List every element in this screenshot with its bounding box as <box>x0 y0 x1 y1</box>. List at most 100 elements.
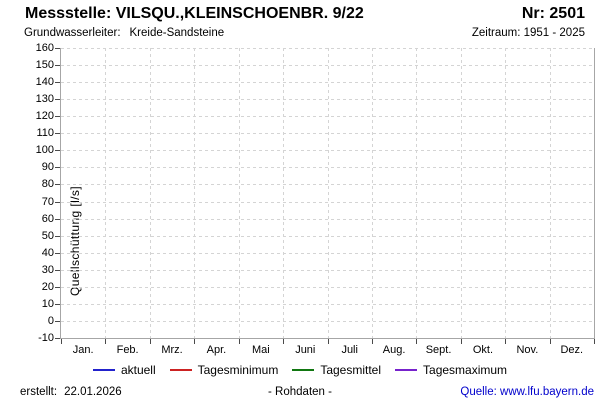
y-tick-label: 150 <box>35 59 54 72</box>
legend-line-swatch <box>169 369 192 371</box>
plot-area: Quellschüttung [l/s] 160 150 140 130 120 110 1… <box>36 42 595 356</box>
legend-line-swatch <box>292 369 315 371</box>
y-tick-label: 140 <box>35 76 54 89</box>
y-tick-label: 130 <box>35 93 54 106</box>
x-month-label: Apr. <box>206 344 227 356</box>
gridline-vertical <box>194 48 196 338</box>
x-axis-tick <box>194 339 196 344</box>
period-label: Zeitraum: 1951 - 2025 <box>471 27 585 39</box>
station-number: Nr: 2501 <box>521 5 585 22</box>
y-axis-tick <box>55 201 60 203</box>
y-tick-label: 70 <box>41 195 54 208</box>
legend-label: Tagesmittel <box>320 363 382 377</box>
y-axis-tick <box>55 167 60 169</box>
aquifer-value: Kreide-Sandsteine <box>129 27 225 39</box>
x-month-label: Dez. <box>560 344 584 356</box>
subheader-row: Grundwasserleiter: Kreide-Sandsteine Zei… <box>24 26 585 40</box>
legend-item: aktuell <box>92 363 156 377</box>
y-tick-label: 80 <box>41 178 54 191</box>
gridline-vertical <box>327 48 329 338</box>
x-month-label: Aug. <box>382 344 406 356</box>
y-axis-tick <box>55 303 60 305</box>
y-tick-label: 60 <box>41 212 54 225</box>
x-axis-tick <box>460 339 462 344</box>
y-axis-tick <box>55 99 60 101</box>
x-axis-tick <box>327 339 329 344</box>
y-axis-tick <box>55 338 60 339</box>
y-axis-tick <box>55 235 60 237</box>
y-tick-label: 20 <box>41 280 54 293</box>
page-title: Messstelle: VILSQU.,KLEINSCHOENBR. 9/22 <box>25 5 364 22</box>
x-month-label: Mrz. <box>161 344 183 356</box>
gridline-vertical <box>460 48 462 338</box>
x-month-label: Nov. <box>516 344 539 356</box>
y-axis-tick <box>55 269 60 271</box>
x-axis-tick <box>371 339 373 344</box>
header-row: Messstelle: VILSQU.,KLEINSCHOENBR. 9/22 … <box>25 4 585 23</box>
gridline-vertical <box>238 48 240 338</box>
y-axis-tick <box>55 286 60 288</box>
y-tick-label: 50 <box>41 229 54 242</box>
y-tick-label: -10 <box>38 332 54 344</box>
created-info: erstellt: 22.01.2026 <box>20 386 122 398</box>
y-axis-tick <box>55 252 60 254</box>
x-month-label: Juni <box>295 344 316 356</box>
legend-item: Tagesminimum <box>169 363 279 377</box>
x-axis-tick <box>505 339 507 344</box>
x-axis-tick <box>238 339 240 344</box>
y-tick-label: 120 <box>35 110 54 123</box>
y-axis-tick <box>55 218 60 220</box>
gridline-vertical <box>105 48 107 338</box>
x-axis-tick <box>416 339 418 344</box>
y-tick-label: 0 <box>47 314 54 327</box>
legend-line-swatch <box>395 369 418 371</box>
gridline-vertical <box>149 48 151 338</box>
y-axis-tick <box>55 133 60 135</box>
x-month-label: Mai <box>251 344 270 356</box>
x-month-label: Okt. <box>472 344 494 356</box>
aquifer-info: Grundwasserleiter: Kreide-Sandsteine <box>24 26 224 40</box>
legend-item: Tagesmaximum <box>395 363 507 377</box>
gridline-vertical <box>371 48 373 338</box>
y-tick-label: 160 <box>35 42 54 54</box>
x-month-label: Feb. <box>116 344 139 356</box>
x-month-label: Jan. <box>72 344 94 356</box>
y-tick-label: 40 <box>41 246 54 259</box>
y-axis-tick <box>55 48 60 49</box>
x-month-label: Juli <box>341 344 358 356</box>
gridline-vertical <box>416 48 418 338</box>
x-axis-tick <box>105 339 107 344</box>
legend: aktuell Tagesminimum Tagesmittel Tagesmaxim… <box>0 363 600 377</box>
y-tick-label: 110 <box>36 127 54 140</box>
x-axis-tick <box>61 339 62 344</box>
x-axis-tick <box>283 339 285 344</box>
y-axis-tick <box>55 116 60 118</box>
y-axis-tick <box>55 184 60 186</box>
y-tick-label: 30 <box>41 263 54 276</box>
legend-line-swatch <box>92 369 115 371</box>
y-tick-label: 90 <box>41 161 54 174</box>
y-tick-label: 100 <box>35 144 54 157</box>
x-axis-tick <box>549 339 551 344</box>
aquifer-label: Grundwasserleiter: <box>24 27 121 39</box>
legend-item: Tagesmittel <box>292 363 381 377</box>
y-axis-tick <box>55 150 60 152</box>
legend-label: Tagesmaximum <box>423 363 508 377</box>
y-tick-label: 10 <box>41 297 54 310</box>
legend-label: aktuell <box>120 363 156 377</box>
created-label: erstellt: <box>20 386 58 398</box>
y-axis-tick <box>55 320 60 322</box>
rohdaten-label: - Rohdaten - <box>268 386 332 398</box>
x-axis-tick <box>594 339 595 344</box>
gridline-vertical <box>505 48 507 338</box>
source-link[interactable]: Quelle: www.lfu.bayern.de <box>460 386 594 398</box>
created-date: 22.01.2026 <box>64 386 122 398</box>
y-axis-tick <box>55 65 60 67</box>
y-axis-tick <box>55 82 60 84</box>
gridline-vertical <box>283 48 285 338</box>
x-axis-tick <box>149 339 151 344</box>
gridline-vertical <box>549 48 551 338</box>
x-month-label: Sept. <box>425 344 452 356</box>
legend-label: Tagesminimum <box>197 363 279 377</box>
